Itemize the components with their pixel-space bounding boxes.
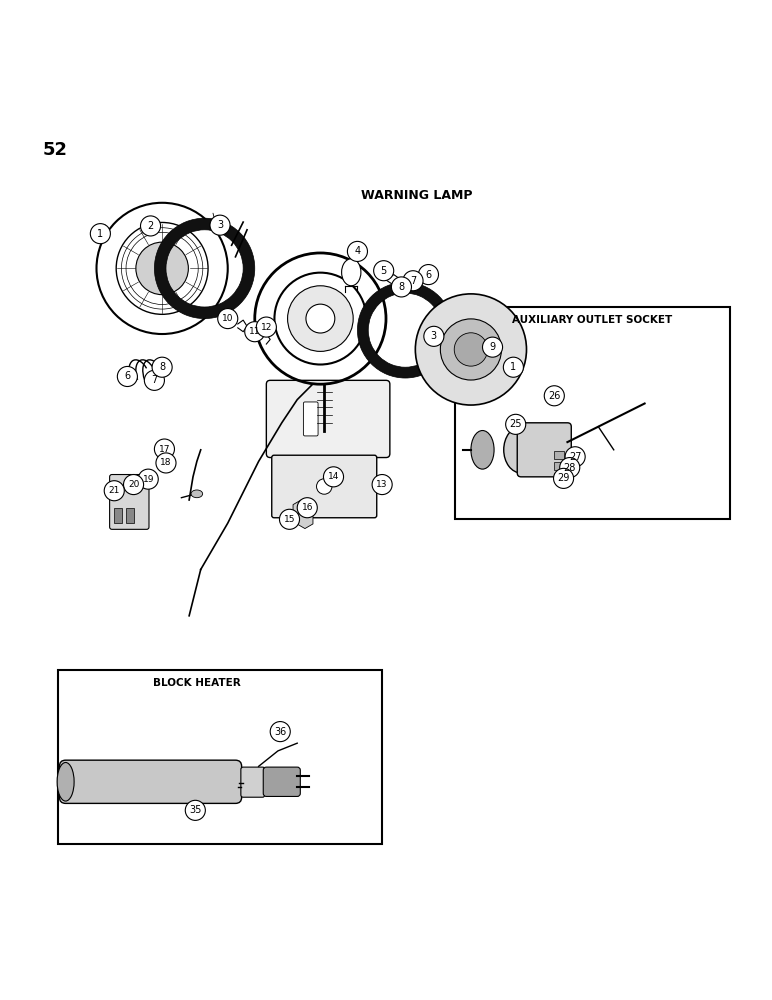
FancyBboxPatch shape [266,380,390,458]
Text: 13: 13 [377,480,388,489]
Text: 7: 7 [151,375,157,385]
Text: 52: 52 [42,141,67,159]
Circle shape [554,468,574,488]
FancyBboxPatch shape [241,767,265,797]
Circle shape [323,467,344,487]
Circle shape [503,357,523,377]
Bar [126,508,134,523]
Bar [554,462,564,470]
Text: 10: 10 [222,314,233,323]
FancyBboxPatch shape [58,670,382,844]
Circle shape [154,439,174,459]
Text: 15: 15 [284,515,295,524]
Circle shape [297,498,317,518]
Circle shape [104,481,124,501]
FancyBboxPatch shape [303,402,318,436]
Circle shape [279,509,300,529]
Text: 6: 6 [124,371,130,381]
Circle shape [141,216,161,236]
Text: 5: 5 [381,266,387,276]
Text: BLOCK HEATER: BLOCK HEATER [153,678,241,688]
FancyBboxPatch shape [110,475,149,529]
Circle shape [565,447,585,467]
Text: 25: 25 [510,419,522,429]
Circle shape [256,317,276,337]
Circle shape [372,475,392,495]
Circle shape [156,453,176,473]
FancyBboxPatch shape [517,423,571,477]
Circle shape [440,319,502,380]
Text: 18: 18 [161,458,171,467]
Ellipse shape [57,762,74,801]
Circle shape [124,475,144,495]
Circle shape [415,294,527,405]
Circle shape [347,241,367,261]
Circle shape [136,242,188,295]
Text: 9: 9 [489,342,496,352]
Text: 14: 14 [328,472,339,481]
FancyBboxPatch shape [263,767,300,796]
Circle shape [117,366,137,387]
Text: 2: 2 [147,221,154,231]
Text: 11: 11 [249,327,260,336]
Text: 8: 8 [159,362,165,372]
Ellipse shape [191,490,202,498]
Text: 36: 36 [274,727,286,737]
Text: 26: 26 [548,391,560,401]
Text: 3: 3 [217,220,223,230]
Circle shape [391,277,411,297]
Circle shape [544,386,564,406]
FancyBboxPatch shape [59,760,242,803]
Circle shape [144,370,164,390]
Circle shape [152,357,172,377]
Circle shape [482,337,503,357]
FancyBboxPatch shape [455,307,730,519]
Text: 35: 35 [189,805,201,815]
Circle shape [418,265,438,285]
Bar [114,508,122,523]
Bar [554,451,564,459]
Text: 20: 20 [128,480,139,489]
Ellipse shape [471,431,494,469]
Text: 19: 19 [143,475,154,484]
Circle shape [454,333,488,366]
Circle shape [374,261,394,281]
Circle shape [218,309,238,329]
Bar [554,473,564,481]
Ellipse shape [503,427,538,473]
Circle shape [270,722,290,742]
Text: WARNING LAMP: WARNING LAMP [361,189,472,202]
Circle shape [210,215,230,235]
Circle shape [306,304,335,333]
FancyBboxPatch shape [272,455,377,518]
Text: 3: 3 [431,331,437,341]
Text: 12: 12 [261,323,272,332]
Ellipse shape [341,259,361,286]
Circle shape [90,224,110,244]
Circle shape [506,414,526,434]
Text: 21: 21 [109,486,120,495]
Text: 28: 28 [564,463,576,473]
Text: 7: 7 [410,276,416,286]
Circle shape [403,271,423,291]
Text: 4: 4 [354,246,361,256]
Circle shape [185,800,205,820]
Circle shape [138,469,158,489]
Text: 1: 1 [510,362,516,372]
Circle shape [317,479,332,494]
Text: 6: 6 [425,270,432,280]
Text: 17: 17 [159,445,170,454]
Text: 16: 16 [302,503,313,512]
Circle shape [424,326,444,346]
Text: 8: 8 [398,282,405,292]
Circle shape [287,286,354,351]
Text: AUXILIARY OUTLET SOCKET: AUXILIARY OUTLET SOCKET [513,315,672,325]
Text: 27: 27 [569,452,581,462]
Circle shape [560,458,580,478]
Text: 29: 29 [557,473,570,483]
Text: 1: 1 [97,229,103,239]
Circle shape [245,322,265,342]
